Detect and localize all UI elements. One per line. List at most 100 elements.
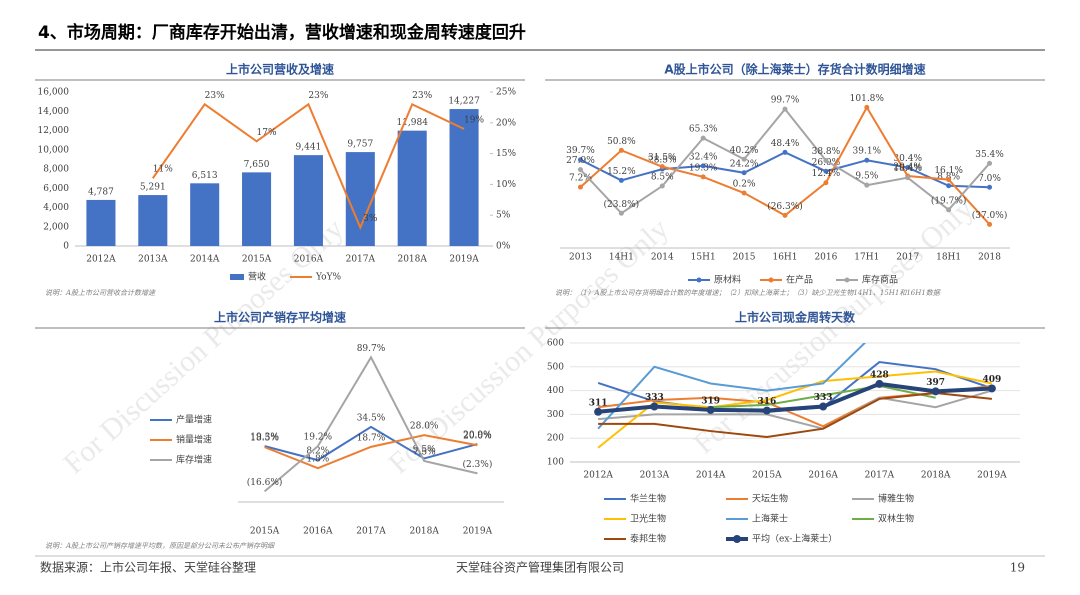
data-label: 5,291 [140,183,166,193]
data-label: 39.7% [566,146,595,156]
chart-note: 说明：（1）A股上市公司存货明细合计数的年度增速；（2）扣除上海莱士；（3）缺少… [555,289,941,297]
x-tick-label: 16H1 [772,253,797,263]
y-tick-label: 14,000 [38,107,70,117]
point [741,190,747,196]
data-label: 18.7% [357,433,386,443]
y-tick-label: 600 [547,339,564,349]
data-label: 23% [412,91,432,101]
point [875,379,884,388]
point [823,157,829,163]
x-tick-label: 2014A [696,471,726,481]
legend-label: 博雅生物 [878,493,914,505]
point [946,183,952,189]
x-tick-label: 2012A [86,255,116,265]
y2-tick-label: 0% [496,242,511,252]
legend-label: 在产品 [786,274,813,286]
legend-label: 平均（ex-上海莱士） [752,533,837,545]
data-label: (23.8%) [604,199,640,210]
y-tick-label: 8,000 [43,165,69,175]
point [864,104,870,110]
data-label: 20.0% [463,432,492,442]
y2-tick-label: 10% [496,180,516,190]
data-label: 24.2% [730,159,759,169]
bar [397,130,427,246]
data-label: 7.2% [569,174,592,184]
footer-company: 天堂硅谷资产管理集团有限公司 [456,560,624,575]
point [700,135,706,141]
data-label: (37.0%) [972,210,1008,221]
data-label: 30.4% [893,154,922,164]
data-label: 14,227 [448,97,480,107]
data-label: 9.5% [413,445,436,455]
data-label: 34.5% [357,413,386,423]
x-tick-label: 2017 [896,253,919,263]
point [864,157,870,163]
point [905,165,911,171]
point [946,177,952,183]
data-label: 28.5% [648,156,677,166]
data-label: 40.2% [730,146,759,156]
x-tick-label: 2017A [865,471,895,481]
data-label: 4,787 [88,187,114,197]
point [823,168,829,174]
y-tick-label: 100 [547,458,564,468]
chart-title: 上市公司营收及增速 [226,62,334,77]
legend-label: 华兰生物 [630,493,666,505]
data-label: 17% [257,128,277,138]
bar [345,152,375,246]
point [819,402,828,411]
bar [449,109,479,246]
series-line [597,343,867,430]
series-line [264,425,478,462]
data-label: 48.4% [771,139,800,149]
point [987,221,993,227]
legend-label: 上海莱士 [752,513,788,525]
chart: A股上市公司（除上海莱士）存货合计数明细增速说明：（1）A股上市公司存货明细合计… [545,62,1045,297]
y-tick-label: 0 [63,242,69,252]
point [741,156,747,162]
x-tick-label: 2014A [190,255,220,265]
chart-note: 说明：A股上市公司营收合计数增速 [45,289,156,297]
series-line [597,381,992,414]
data-label: 23% [205,91,225,101]
point [946,207,952,213]
data-label: 23% [308,91,328,101]
data-label: 9,441 [296,143,322,153]
data-label: 18.4% [893,164,922,174]
y-tick-label: 4,000 [43,203,69,213]
chart-title: 上市公司产销存平均增速 [214,310,346,325]
data-label: 101.8% [850,94,885,104]
x-tick-label: 2017A [346,255,376,265]
data-label: 20.9% [463,431,492,441]
legend-label: 营收 [248,271,266,283]
point [823,180,829,186]
data-label: 18.5% [250,434,279,444]
data-label: 19% [464,115,484,125]
x-tick-label: 2015A [752,471,782,481]
y2-tick-label: 15% [496,149,516,159]
x-tick-label: 2016A [808,471,838,481]
data-label: 333 [645,393,664,403]
data-label: 9,757 [347,140,373,150]
y-tick-label: 12,000 [38,126,70,136]
legend-swatch [230,274,244,280]
data-label: 0.2% [733,180,756,190]
data-label: 32.4% [689,152,718,162]
x-tick-label: 2013A [138,255,168,265]
legend-label: 双林生物 [878,513,914,525]
y-tick-label: 400 [547,386,564,396]
bar [242,172,272,246]
legend-label: 销量增速 [176,434,212,446]
data-label: (26.3%) [767,201,803,212]
data-label: 7.0% [978,174,1001,184]
legend-label: YoY% [315,273,342,283]
data-label: 15.2% [607,167,636,177]
point [700,163,706,169]
point [931,387,940,396]
point [700,174,706,180]
x-tick-label: 2016A [294,255,324,265]
data-label: 8.2% [306,447,329,457]
data-label: 6,513 [192,171,218,181]
